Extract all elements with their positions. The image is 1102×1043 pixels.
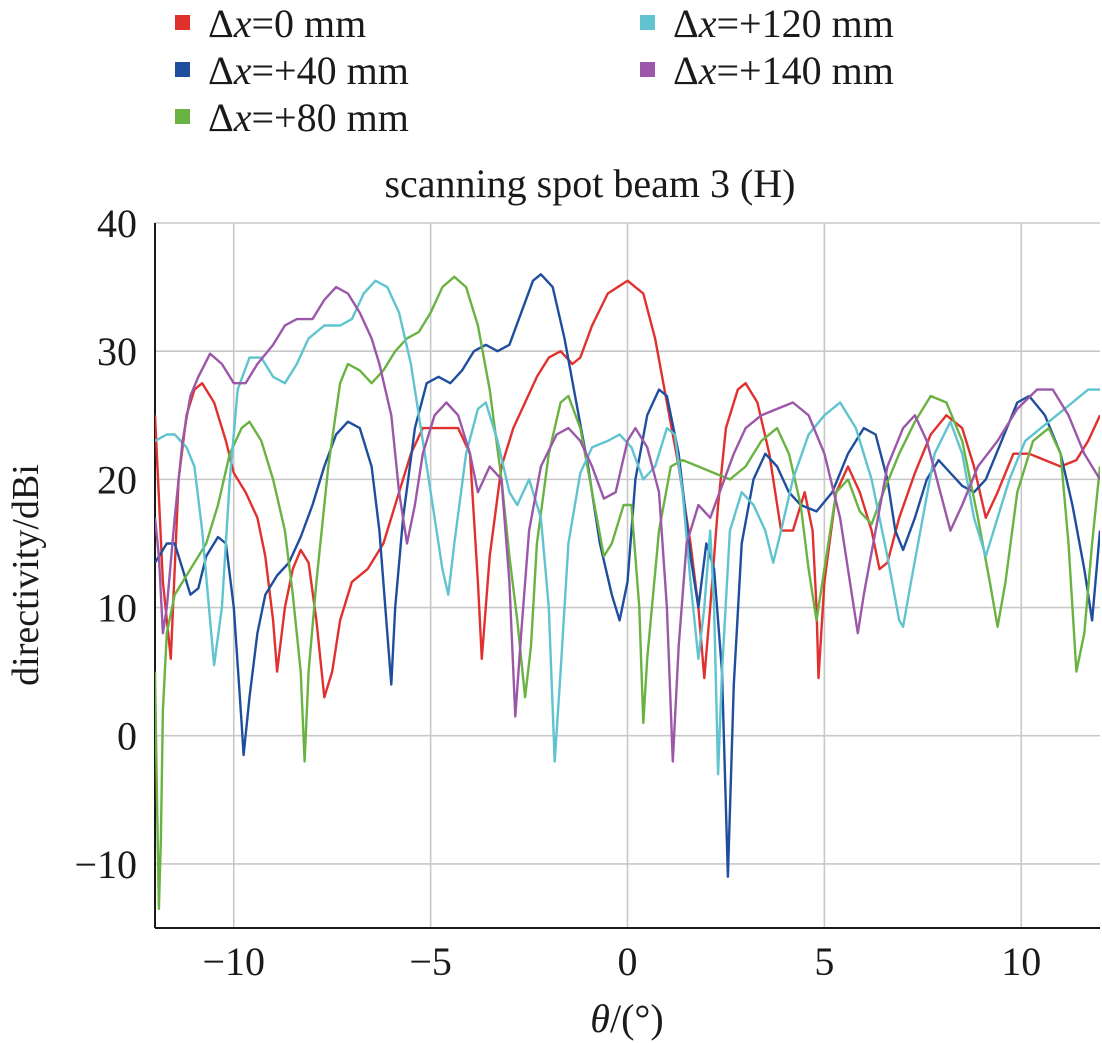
legend-swatch-1: [175, 62, 190, 77]
y-tick-label: 30: [97, 329, 137, 374]
legend-entry-3: Δx=+120 mm: [673, 1, 894, 46]
legend-swatch-2: [175, 109, 190, 124]
series-line-1: [155, 273, 1100, 878]
x-tick-label: −5: [409, 939, 452, 984]
legend-entry-0: Δx=0 mm: [208, 1, 366, 46]
legend-entry-4: Δx=+140 mm: [673, 48, 894, 93]
series-lines: [155, 273, 1100, 910]
series-line-4: [155, 285, 1100, 763]
legend-swatch-0: [175, 15, 190, 30]
y-tick-label: 40: [97, 201, 137, 246]
series-line-2: [155, 275, 1100, 910]
y-tick-label: 10: [97, 586, 137, 631]
chart-title: scanning spot beam 3 (H): [384, 161, 795, 206]
y-tick-label: 0: [117, 714, 137, 759]
series-line-3: [155, 279, 1100, 776]
y-tick-label: 20: [97, 457, 137, 502]
x-axis-label-unit: /(°): [610, 996, 664, 1041]
legend-swatch-4: [640, 62, 655, 77]
legend-entry-2: Δx=+80 mm: [208, 95, 409, 140]
x-tick-label: 5: [814, 939, 834, 984]
x-tick-label: −10: [202, 939, 265, 984]
x-tick-label: 0: [618, 939, 638, 984]
legend-swatch-3: [640, 15, 655, 30]
x-axis-label-var: θ: [590, 996, 610, 1041]
legend-entry-1: Δx=+40 mm: [208, 48, 409, 93]
axes: [154, 223, 1100, 929]
x-tick-label: 10: [1001, 939, 1041, 984]
grid: [155, 222, 1100, 928]
x-axis-label: θ/(°): [590, 996, 663, 1041]
series-line-0: [155, 279, 1100, 699]
y-axis-label: directivity/dBi: [5, 464, 47, 686]
y-tick-labels: −10 0 10 20 30 40: [74, 201, 137, 887]
x-tick-labels: −10 −5 0 5 10: [202, 939, 1041, 984]
y-tick-label: −10: [74, 842, 137, 887]
